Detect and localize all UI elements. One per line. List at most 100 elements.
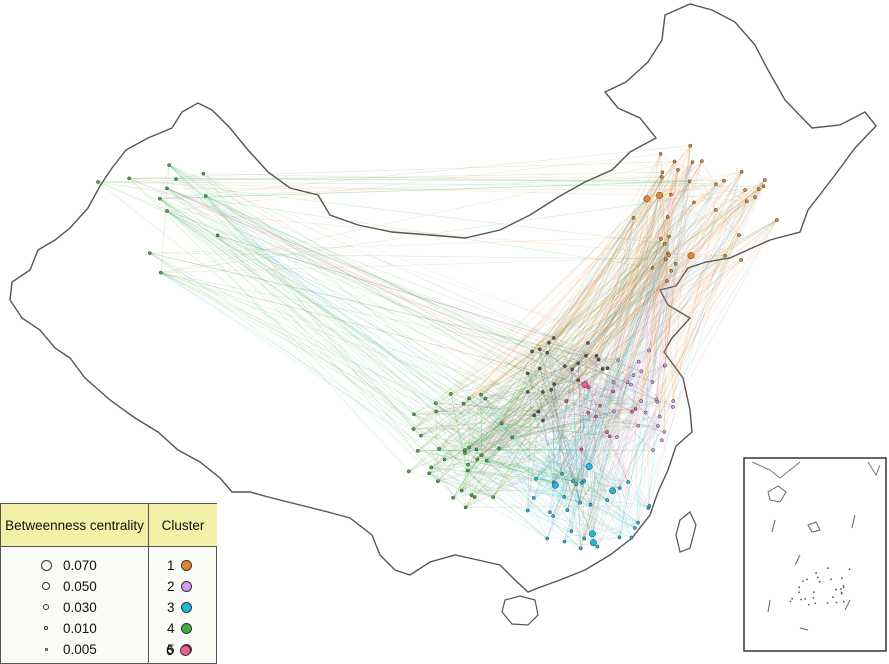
network-edge [664, 209, 716, 245]
network-edge [542, 161, 693, 421]
network-edge [548, 342, 565, 497]
network-node [600, 367, 605, 371]
network-edge [577, 363, 608, 433]
network-edge [578, 363, 632, 385]
network-edge [527, 361, 639, 511]
network-edge [587, 180, 725, 344]
network-edge [660, 238, 669, 254]
network-node [562, 495, 567, 499]
network-edge [646, 198, 649, 509]
network-node [574, 482, 579, 486]
network-edge [533, 497, 551, 513]
network-node [692, 200, 696, 205]
network-edge [431, 415, 535, 468]
network-edge [553, 384, 632, 483]
network-edge [463, 367, 608, 404]
island-dot [791, 597, 793, 600]
legend-divider [148, 546, 149, 664]
network-edge [563, 384, 632, 498]
network-edge [417, 188, 759, 452]
network-edge [486, 460, 620, 489]
network-node [659, 438, 664, 443]
network-edge [175, 178, 565, 498]
network-edge [492, 253, 669, 498]
network-edge [485, 398, 554, 483]
network-edge [619, 216, 668, 538]
network-edge [675, 179, 766, 265]
network-edge [590, 259, 742, 505]
network-edge [550, 389, 556, 486]
network-edge [428, 473, 548, 539]
network-edge [579, 355, 597, 503]
network-edge [498, 367, 608, 449]
island-dot [802, 580, 804, 582]
network-edge [598, 217, 634, 360]
network-edge [149, 252, 482, 456]
network-node [475, 457, 480, 462]
network-node [560, 471, 564, 476]
network-edge [597, 219, 778, 547]
taiwan-outline [675, 511, 697, 553]
network-edge [641, 371, 659, 427]
network-edge [613, 259, 666, 383]
network-edge [413, 160, 703, 430]
network-edge [652, 238, 662, 383]
network-edge [652, 255, 692, 269]
network-edge [724, 234, 740, 256]
network-edge [450, 263, 676, 395]
network-node [165, 209, 169, 213]
network-edge [160, 255, 726, 273]
network-edge [420, 188, 759, 436]
island-dot [818, 580, 821, 583]
network-edge [97, 181, 764, 187]
network-edge [548, 342, 632, 538]
network-edge [429, 416, 597, 474]
network-edge [577, 379, 654, 451]
network-edge [571, 369, 581, 549]
network-node [96, 180, 100, 184]
network-edge [667, 194, 672, 218]
network-edge [431, 467, 620, 489]
island-dot [804, 598, 807, 600]
network-edge [476, 391, 528, 450]
network-edge [159, 198, 410, 472]
network-edge [690, 171, 742, 256]
network-edge [437, 480, 650, 507]
network-edge [467, 361, 639, 471]
network-edge [527, 391, 567, 402]
network-node [617, 535, 622, 540]
network-edge [486, 255, 726, 462]
network-edge [485, 398, 591, 505]
network-edge [471, 365, 665, 496]
network-node [595, 544, 600, 549]
network-edge [606, 198, 648, 433]
network-edge [149, 252, 466, 454]
network-edge [552, 253, 669, 517]
network-edge [468, 398, 513, 438]
network-node [412, 412, 416, 417]
network-edge [546, 267, 653, 539]
network-node [594, 414, 598, 419]
network-edge [413, 202, 695, 430]
network-node [433, 401, 438, 405]
island-dot [832, 596, 834, 599]
network-edge [512, 437, 583, 484]
network-node [451, 495, 455, 500]
network-edge [531, 351, 554, 483]
network-edge [498, 448, 629, 483]
network-node [548, 510, 552, 515]
network-edge [627, 186, 764, 483]
network-edge [160, 272, 540, 350]
network-edge [217, 235, 440, 450]
network-edge [205, 195, 533, 352]
network-edge [417, 449, 654, 452]
network-edge [527, 351, 533, 511]
network-edge [656, 201, 748, 400]
network-node [657, 414, 662, 419]
network-edge [542, 391, 585, 482]
network-node [629, 382, 633, 387]
network-edge [592, 267, 653, 534]
network-edge [160, 165, 170, 273]
network-node [756, 187, 761, 192]
network-edge [467, 464, 554, 517]
